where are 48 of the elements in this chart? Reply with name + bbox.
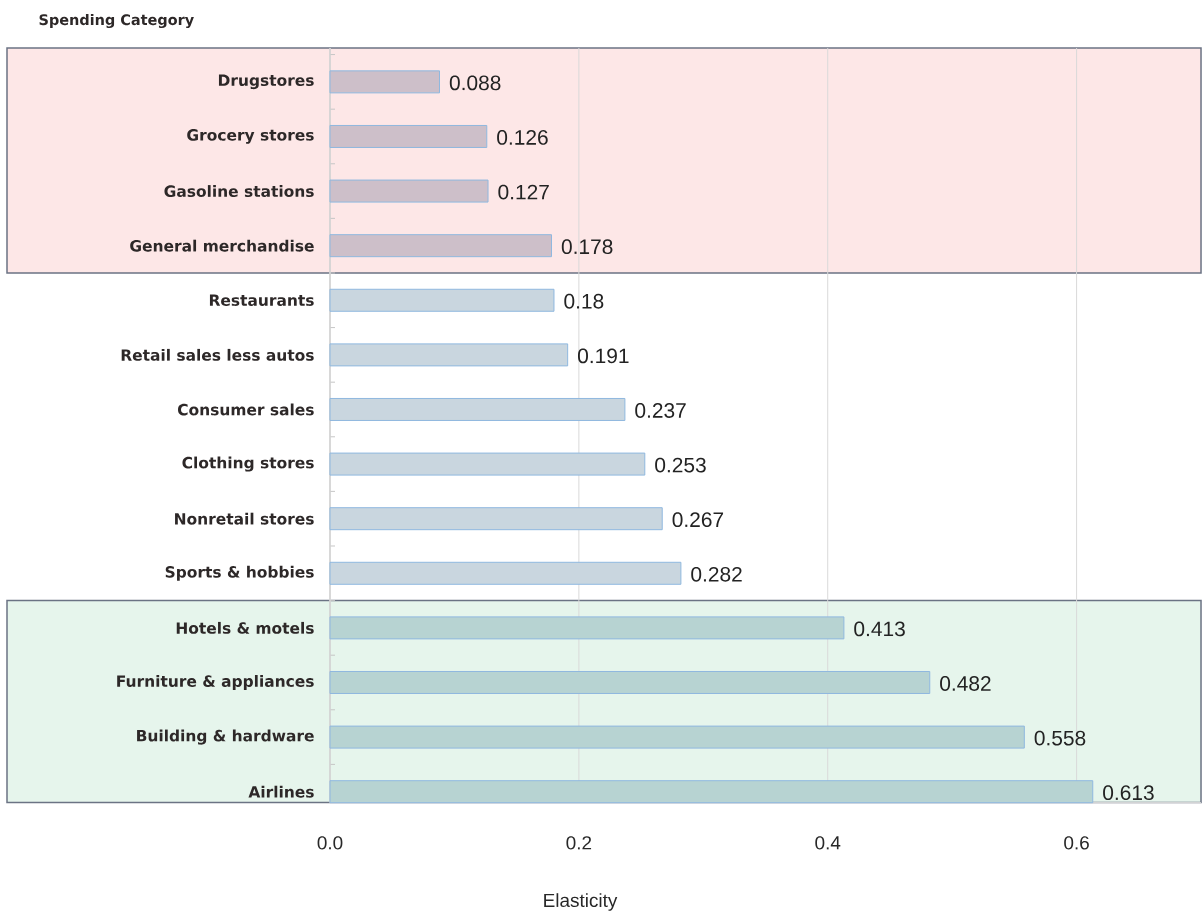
- bar: [329, 452, 646, 476]
- y-tick-label: Nonretail stores: [175, 512, 314, 525]
- bar: [329, 507, 663, 531]
- y-tick-label: Furniture & appliances: [117, 675, 314, 690]
- data-label: 0.237: [635, 403, 686, 418]
- y-tick-label: Restaurants: [209, 294, 314, 307]
- y-tick-label: Grocery stores: [187, 129, 314, 144]
- y-tick-label: Retail sales less autos: [121, 348, 314, 361]
- bar: [329, 616, 845, 640]
- x-tick-label: 0.4: [815, 836, 841, 850]
- y-tick-label: General merchandise: [130, 239, 314, 252]
- bar: [329, 780, 1094, 804]
- x-axis-title: Elasticity: [544, 893, 618, 911]
- bar: [329, 725, 1025, 749]
- bar: [329, 124, 488, 148]
- y-tick-label: Drugstores: [218, 74, 314, 90]
- bar: [329, 234, 552, 258]
- y-tick-label: Consumer sales: [178, 403, 314, 416]
- y-tick-label: Hotels & motels: [176, 621, 314, 634]
- data-label: 0.191: [577, 348, 629, 364]
- bar: [329, 343, 569, 367]
- y-tick-label: Clothing stores: [182, 456, 314, 472]
- y-tick-label: Sports & hobbies: [165, 565, 314, 581]
- bar: [329, 70, 440, 94]
- data-label: 0.282: [691, 566, 742, 582]
- data-label: 0.267: [672, 512, 724, 528]
- y-tick-label: Building & hardware: [137, 729, 314, 745]
- data-label: 0.482: [940, 676, 991, 691]
- data-label: 0.127: [498, 184, 549, 200]
- bar: [329, 561, 682, 585]
- data-label: 0.558: [1034, 730, 1086, 746]
- x-tick-label: 0.6: [1064, 836, 1089, 850]
- data-label: 0.088: [449, 75, 501, 91]
- bar: [329, 288, 555, 312]
- data-label: 0.253: [655, 457, 706, 473]
- x-tick-label: 0.0: [317, 836, 343, 850]
- data-label: 0.613: [1103, 785, 1154, 801]
- y-tick-label: Gasoline stations: [164, 185, 314, 198]
- data-label: 0.413: [854, 621, 905, 637]
- x-tick-label: 0.2: [566, 836, 592, 850]
- y-tick-label: Airlines: [248, 785, 314, 798]
- y-axis-title: Spending Category: [39, 13, 194, 29]
- data-label: 0.18: [564, 293, 604, 309]
- bar: [329, 397, 626, 421]
- bar: [329, 671, 931, 694]
- bar: [329, 179, 489, 203]
- data-label: 0.178: [561, 239, 613, 255]
- data-label: 0.126: [497, 130, 548, 145]
